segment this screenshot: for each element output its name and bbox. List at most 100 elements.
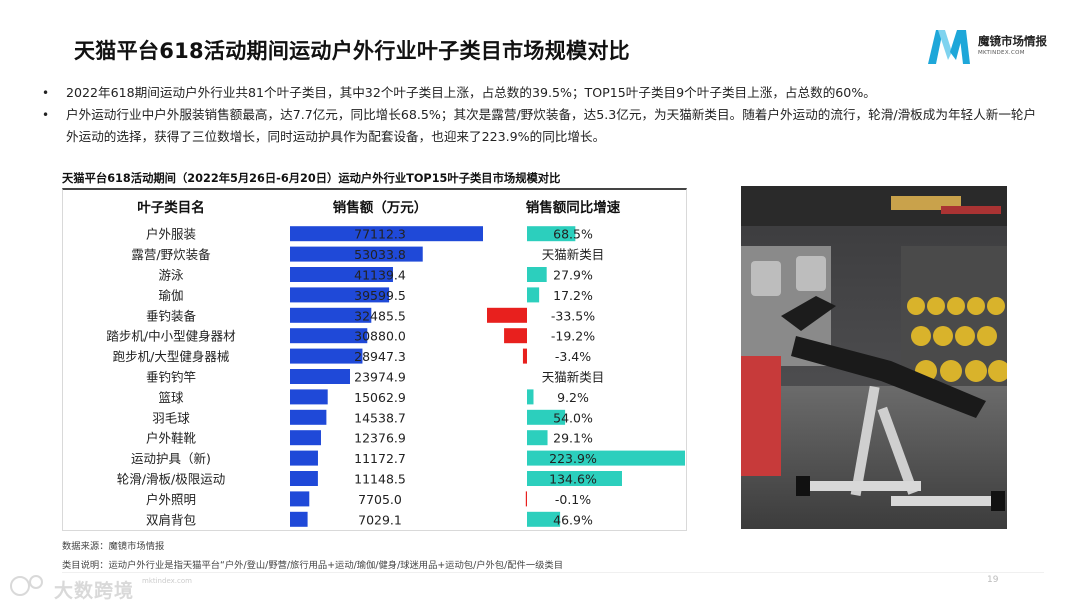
column-header: 销售额（万元） (333, 199, 428, 216)
sales-bar (290, 246, 423, 262)
sales-bar (290, 307, 372, 323)
sales-bar (290, 287, 390, 303)
source-note: 数据来源：魔镜市场情报 (62, 541, 165, 552)
growth-value-label: 天猫新类目 (542, 247, 605, 262)
sales-bar (290, 471, 318, 486)
sales-value-label: 53033.8 (354, 247, 406, 262)
footer-divider (62, 572, 1044, 573)
category-label: 跑步机/大型健身器械 (113, 349, 230, 364)
growth-bar (527, 226, 576, 242)
growth-bar (527, 409, 566, 425)
growth-bar (527, 511, 561, 527)
category-label: 运动护具（新) (131, 451, 211, 466)
category-label: 羽毛球 (152, 410, 190, 425)
sales-value-label: 15062.9 (354, 390, 406, 405)
category-label: 户外照明 (146, 492, 196, 507)
page-title: 天猫平台618活动期间运动户外行业叶子类目市场规模对比 (74, 39, 630, 63)
category-label: 轮滑/滑板/极限运动 (117, 472, 225, 487)
bullet-item: • 2022年618期间运动户外行业共81个叶子类目，其中32个叶子类目上涨，占… (42, 82, 1042, 104)
growth-value-label: -0.1% (555, 492, 591, 507)
category-label: 踏步机/中小型健身器材 (106, 329, 235, 344)
column-header: 销售额同比增速 (526, 199, 621, 216)
growth-value-label: 46.9% (553, 512, 593, 527)
watermark-text: 大数跨境 (54, 580, 135, 602)
growth-value-label: 29.1% (553, 431, 593, 446)
sales-value-label: 12376.9 (354, 431, 406, 446)
growth-value-label: -3.4% (555, 349, 591, 364)
bullet-text: 户外运动行业中户外服装销售额最高，达7.7亿元，同比增长68.5%；其次是露营/… (66, 107, 1037, 144)
column-header: 叶子类目名 (137, 199, 205, 216)
watermark-logo-icon (10, 575, 43, 596)
category-label: 游泳 (158, 268, 184, 283)
growth-value-label: 17.2% (553, 288, 593, 303)
bullet-dot-icon: • (42, 86, 50, 100)
chart-table: 叶子类目名 销售额（万元） 销售额同比增速户外服装 77112.3 68.5% 露营/野炊… (62, 188, 687, 531)
logo-url: MKTINDEX.COM (978, 50, 1025, 56)
growth-bar (527, 430, 548, 446)
category-label: 瑜伽 (158, 288, 183, 303)
sales-bar (290, 226, 483, 242)
sales-value-label: 7705.0 (358, 492, 402, 507)
growth-value-label: -19.2% (551, 329, 595, 344)
sales-bar (290, 369, 351, 384)
growth-bar (522, 348, 527, 364)
growth-bar (527, 267, 547, 282)
sales-bar (290, 450, 318, 466)
growth-value-label: 天猫新类目 (542, 370, 605, 385)
category-label: 双肩背包 (146, 512, 196, 527)
brand-logo: 魔镜市场情报 MKTINDEX.COM (926, 26, 1056, 70)
sales-value-label: 77112.3 (354, 227, 406, 242)
growth-value-label: 54.0% (553, 410, 593, 425)
sales-value-label: 32485.5 (354, 308, 406, 323)
logo-m-icon (928, 30, 970, 64)
sales-value-label: 11172.7 (354, 451, 406, 466)
sales-value-label: 30880.0 (354, 329, 406, 344)
growth-bar (527, 450, 685, 466)
growth-value-label: 223.9% (549, 451, 597, 466)
growth-bar (527, 287, 540, 303)
sales-bar (290, 430, 321, 446)
sales-value-label: 7029.1 (358, 512, 402, 527)
growth-bar (527, 471, 622, 486)
category-label: 户外服装 (146, 227, 196, 242)
growth-bar (525, 491, 527, 507)
sales-bar (290, 328, 368, 344)
growth-value-label: 68.5% (553, 227, 593, 242)
category-label: 露营/野炊装备 (131, 247, 211, 262)
watermark-url: mktindex.com (142, 577, 192, 585)
page-number: 19 (987, 575, 999, 585)
sales-value-label: 11148.5 (354, 472, 406, 487)
sales-bar (290, 409, 327, 425)
growth-bar (487, 307, 527, 323)
growth-value-label: -33.5% (551, 308, 595, 323)
sales-value-label: 14538.7 (354, 410, 406, 425)
category-label: 篮球 (158, 390, 184, 405)
growth-value-label: 27.9% (553, 268, 593, 283)
sales-value-label: 28947.3 (354, 349, 406, 364)
sales-bar (290, 491, 310, 507)
bullet-item: • 户外运动行业中户外服装销售额最高，达7.7亿元，同比增长68.5%；其次是露… (42, 104, 1042, 148)
sales-value-label: 39599.5 (354, 288, 406, 303)
growth-bar (504, 328, 527, 344)
category-label: 户外鞋靴 (146, 431, 197, 446)
sales-value-label: 41139.4 (354, 268, 406, 283)
chart-title: 天猫平台618活动期间（2022年5月26日-6月20日）运动户外行业TOP15… (62, 172, 561, 185)
summary-bullets: • 2022年618期间运动户外行业共81个叶子类目，其中32个叶子类目上涨，占… (42, 82, 1042, 148)
growth-value-label: 134.6% (549, 472, 597, 487)
sales-bar (290, 511, 308, 527)
sales-bar (290, 389, 328, 405)
sales-bar (290, 267, 393, 282)
watermark: 大数跨境 (8, 570, 168, 602)
category-label: 垂钓装备 (146, 308, 197, 323)
logo-name: 魔镜市场情报 (978, 34, 1047, 48)
bullet-text: 2022年618期间运动户外行业共81个叶子类目，其中32个叶子类目上涨，占总数… (66, 85, 876, 100)
gym-bench-photo (741, 186, 1007, 529)
growth-value-label: 9.2% (557, 390, 589, 405)
growth-bar (527, 389, 534, 405)
category-note: 类目说明：运动户外行业是指天猫平台“户外/登山/野营/旅行用品+运动/瑜伽/健身… (62, 560, 564, 571)
bullet-dot-icon: • (42, 108, 50, 122)
sales-bar (290, 348, 363, 364)
category-label: 垂钓钓竿 (146, 370, 196, 385)
sales-value-label: 23974.9 (354, 370, 406, 385)
